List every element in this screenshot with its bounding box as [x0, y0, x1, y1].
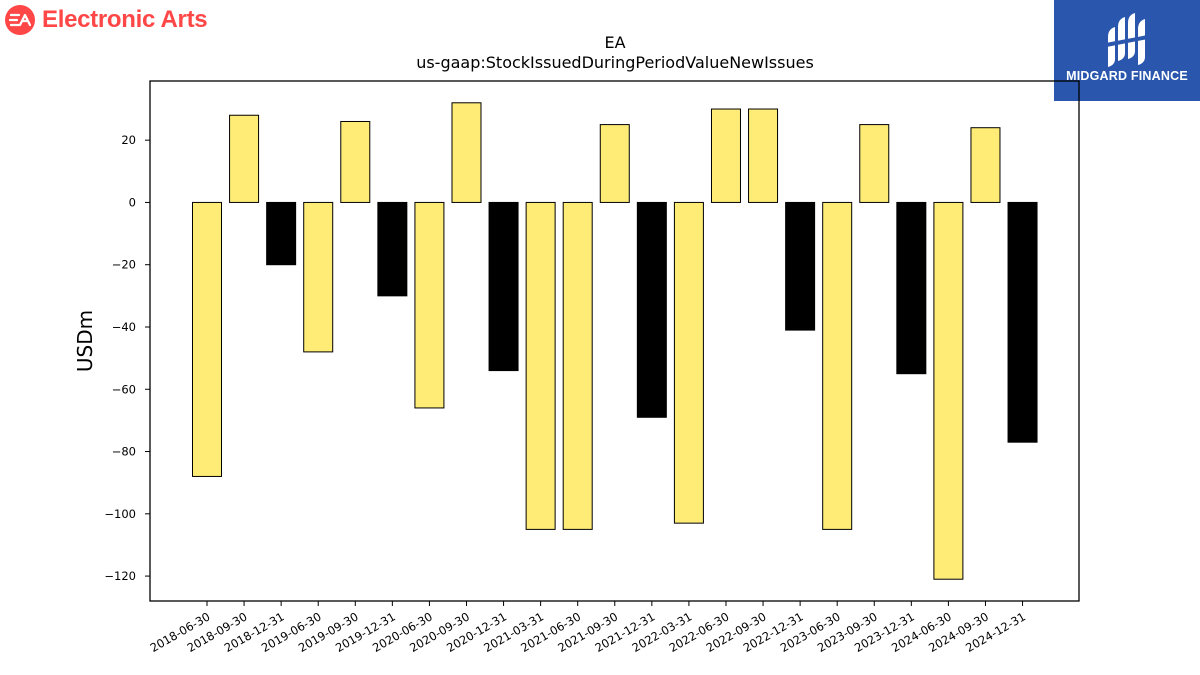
bar-2024-06-30: [933, 201, 964, 580]
y-tick-label: −40: [112, 320, 136, 334]
chart-subtitle: us-gaap:StockIssuedDuringPeriodValueNewI…: [416, 53, 814, 72]
bar-2021-06-30: [562, 201, 593, 530]
bar-2018-06-30: [192, 201, 222, 477]
midgard-emblem-icon: [1105, 13, 1149, 67]
ea-letters-icon: [9, 13, 31, 27]
bar-2018-12-31: [266, 201, 297, 266]
bars-group: [192, 102, 1038, 580]
bar-2022-09-30: [748, 108, 779, 203]
x-axis: 2018-06-302018-09-302018-12-312019-06-30…: [148, 601, 1028, 655]
bar-2021-09-30: [599, 124, 630, 203]
bar-2023-06-30: [822, 201, 853, 530]
y-tick-label: −100: [104, 507, 136, 521]
y-tick-label: −80: [112, 445, 136, 459]
plot-frame: [149, 80, 1080, 602]
bar-2018-09-30: [229, 114, 260, 203]
bar-2022-03-31: [673, 201, 704, 524]
bar-2019-09-30: [340, 120, 371, 203]
bar-2019-12-31: [377, 201, 408, 297]
y-axis: 20 0 −20 −40 −60 −80 −100 −120: [104, 133, 150, 583]
y-tick-label: 0: [129, 195, 136, 209]
bar-2024-12-31: [1007, 201, 1038, 443]
bar-2020-06-30: [414, 201, 445, 409]
bar-2019-06-30: [303, 201, 334, 353]
bar-2021-12-31: [636, 201, 667, 418]
y-tick-label: 20: [121, 133, 136, 147]
chart-title: EA: [604, 33, 625, 52]
bar-2023-09-30: [859, 124, 890, 203]
y-axis-label: USDm: [73, 310, 97, 372]
bar-2020-12-31: [488, 201, 519, 372]
y-tick-label: −120: [104, 569, 136, 583]
bar-2024-09-30: [970, 127, 1001, 203]
brand-company-name: Electronic Arts: [42, 6, 208, 33]
bar-2023-12-31: [896, 201, 927, 375]
y-tick-label: −60: [112, 382, 136, 396]
ea-logo-icon: [5, 5, 35, 35]
midgard-finance-logo: MIDGARD FINANCE: [1054, 0, 1200, 101]
bar-2022-12-31: [785, 201, 816, 331]
electronic-arts-logo: Electronic Arts: [5, 5, 208, 35]
y-tick-label: −20: [112, 258, 136, 272]
bar-2020-09-30: [451, 102, 482, 203]
publisher-name: MIDGARD FINANCE: [1066, 69, 1188, 83]
bar-2022-06-30: [710, 108, 741, 203]
bar-2021-03-31: [525, 201, 556, 530]
